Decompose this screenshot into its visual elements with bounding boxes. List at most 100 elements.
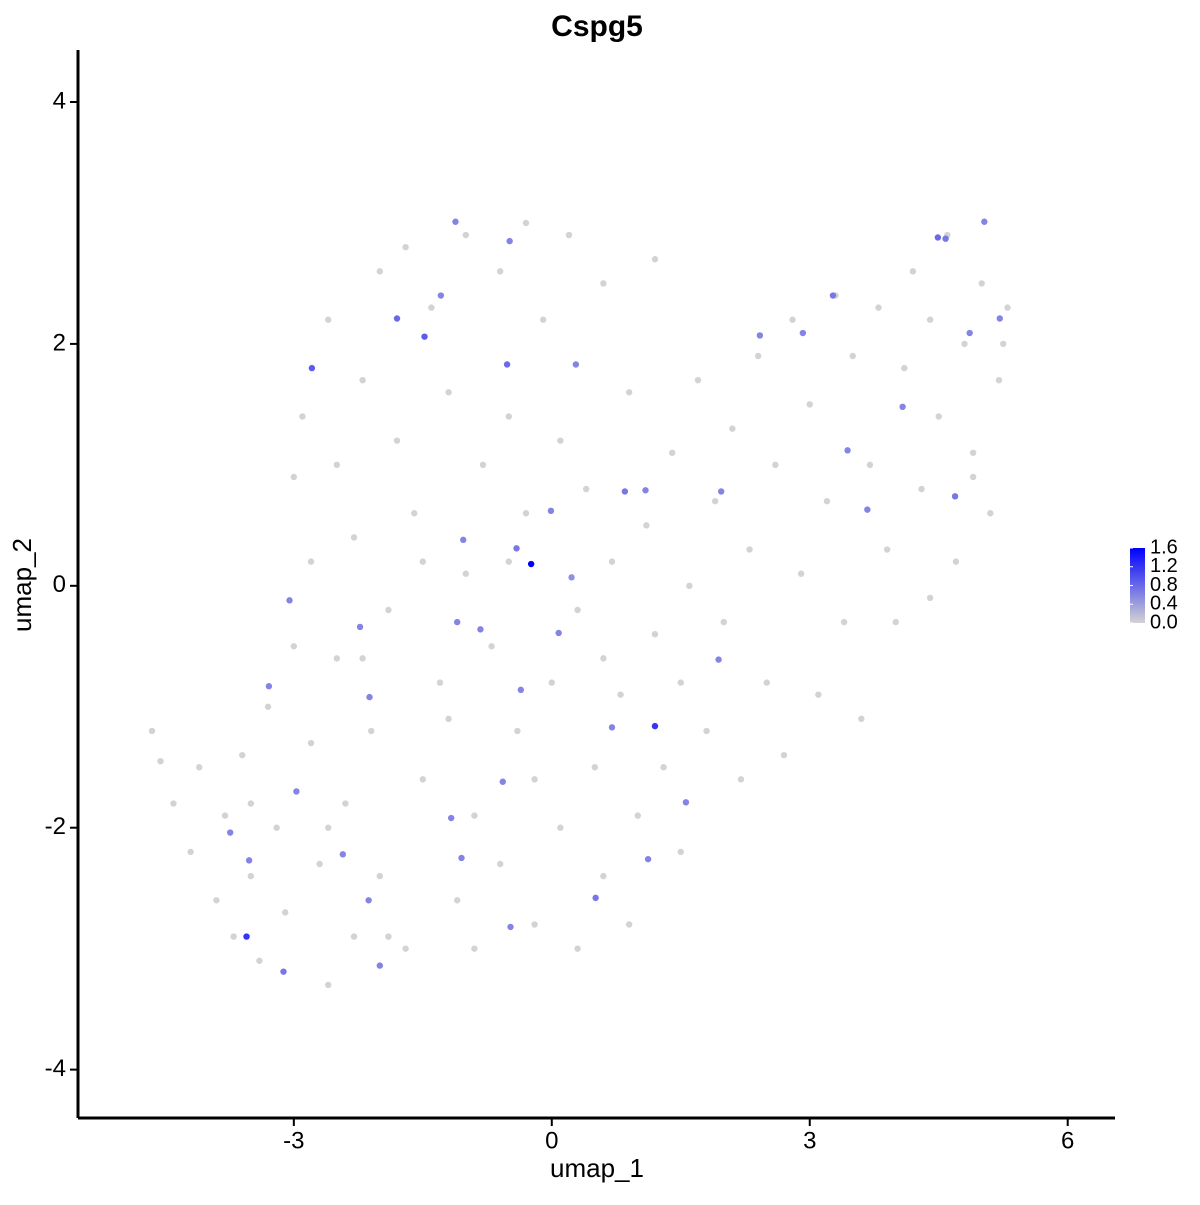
- colorbar: [1130, 548, 1145, 623]
- point: [660, 764, 667, 771]
- point: [823, 497, 831, 505]
- point: [682, 799, 690, 806]
- point: [488, 643, 495, 650]
- point: [754, 352, 762, 360]
- point: [247, 872, 255, 880]
- point: [308, 364, 316, 372]
- point: [557, 437, 564, 444]
- point: [333, 655, 341, 662]
- point: [572, 361, 580, 368]
- point: [445, 715, 452, 723]
- point: [286, 597, 293, 604]
- point: [978, 280, 985, 287]
- x-axis-label: umap_1: [550, 1153, 644, 1183]
- point: [600, 872, 607, 880]
- point: [952, 558, 960, 565]
- colorbar-tick-label: 0.4: [1150, 593, 1178, 615]
- point: [799, 329, 807, 337]
- point: [717, 488, 725, 495]
- point: [499, 778, 506, 785]
- point: [858, 715, 865, 723]
- point: [359, 655, 366, 662]
- point: [325, 316, 332, 323]
- point: [555, 629, 562, 637]
- point: [454, 897, 461, 904]
- point: [617, 691, 624, 698]
- point: [419, 776, 427, 783]
- point: [797, 570, 805, 577]
- point: [376, 872, 384, 880]
- x-tick-label: -3: [283, 1127, 304, 1154]
- point: [866, 461, 874, 469]
- point: [393, 437, 401, 444]
- point: [568, 574, 575, 581]
- point: [644, 855, 652, 863]
- point: [462, 231, 470, 239]
- point: [548, 679, 555, 686]
- point: [668, 449, 676, 456]
- point: [522, 219, 530, 227]
- point: [772, 461, 779, 469]
- point: [325, 824, 332, 831]
- point: [385, 606, 392, 614]
- point: [557, 824, 564, 831]
- point: [1004, 304, 1011, 311]
- point: [763, 679, 770, 686]
- point: [239, 751, 246, 759]
- point: [677, 679, 684, 686]
- point: [265, 683, 273, 690]
- point: [282, 909, 289, 916]
- point: [625, 921, 633, 928]
- point: [342, 800, 349, 807]
- point: [608, 724, 616, 731]
- point: [864, 506, 871, 513]
- point: [421, 333, 428, 340]
- point: [479, 461, 487, 469]
- point: [565, 231, 573, 239]
- point: [651, 722, 659, 730]
- point: [507, 923, 514, 931]
- point: [307, 739, 315, 747]
- point: [981, 218, 988, 225]
- point: [746, 546, 753, 553]
- point: [703, 727, 710, 735]
- point: [325, 981, 332, 989]
- point: [454, 618, 461, 626]
- point: [437, 292, 445, 299]
- colorbar-tick-label: 0.0: [1150, 611, 1178, 633]
- point: [247, 800, 255, 807]
- point: [849, 352, 856, 360]
- point: [720, 618, 727, 626]
- point: [496, 268, 504, 275]
- point: [969, 473, 977, 481]
- point: [496, 860, 504, 868]
- point: [934, 234, 942, 241]
- y-tick-label: -2: [45, 813, 66, 840]
- point: [428, 304, 435, 311]
- point: [221, 812, 229, 819]
- point: [157, 757, 164, 765]
- point: [531, 921, 538, 928]
- x-tick-label: 6: [1061, 1127, 1074, 1154]
- x-tick-label: 3: [803, 1127, 816, 1154]
- point: [715, 656, 722, 663]
- point: [789, 316, 796, 323]
- point: [436, 679, 444, 686]
- point: [402, 945, 409, 952]
- point: [840, 618, 848, 626]
- point: [273, 824, 280, 831]
- point: [471, 945, 478, 952]
- point: [935, 413, 942, 420]
- point: [592, 894, 599, 902]
- point: [591, 764, 598, 771]
- point: [477, 626, 484, 633]
- y-tick-label: 2: [53, 329, 66, 356]
- point: [243, 933, 250, 940]
- point: [368, 727, 375, 735]
- point: [600, 280, 607, 287]
- point: [522, 510, 530, 517]
- point: [350, 534, 358, 541]
- point: [780, 751, 788, 759]
